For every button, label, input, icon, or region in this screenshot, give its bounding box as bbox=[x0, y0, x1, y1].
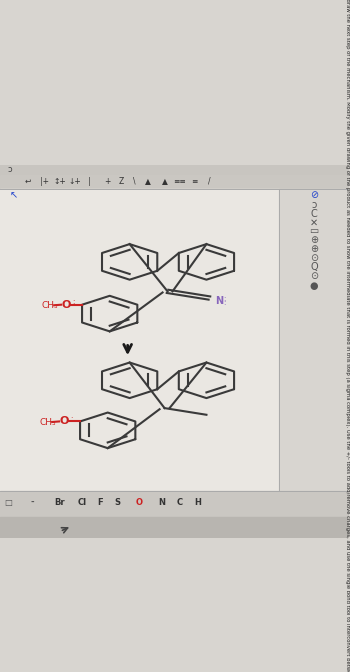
Text: /: / bbox=[208, 177, 211, 185]
Text: :: : bbox=[223, 296, 226, 302]
Text: ↄ: ↄ bbox=[312, 200, 317, 210]
Text: +: + bbox=[105, 177, 111, 185]
Text: ↄ: ↄ bbox=[8, 165, 12, 174]
Text: |+: |+ bbox=[40, 177, 49, 185]
Bar bbox=[0, 165, 349, 175]
Text: ⊙: ⊙ bbox=[310, 271, 318, 281]
Text: |: | bbox=[89, 177, 91, 185]
Text: H: H bbox=[194, 498, 201, 507]
Text: F: F bbox=[97, 498, 103, 507]
Text: O: O bbox=[60, 417, 69, 427]
Text: ⊙: ⊙ bbox=[310, 253, 318, 263]
Text: ↓+: ↓+ bbox=[68, 177, 81, 185]
Text: Add one curved arrow to draw the next step of the mechanism. Modify the given dr: Add one curved arrow to draw the next st… bbox=[344, 0, 350, 672]
Bar bbox=[0, 189, 279, 491]
Text: Br: Br bbox=[55, 498, 65, 507]
Bar bbox=[279, 189, 349, 491]
Bar bbox=[0, 517, 349, 538]
Bar bbox=[0, 491, 349, 517]
Text: ⊕: ⊕ bbox=[310, 244, 318, 254]
Text: Q: Q bbox=[310, 262, 318, 272]
Text: ⊘: ⊘ bbox=[310, 190, 318, 200]
Text: C: C bbox=[311, 208, 317, 218]
Text: S: S bbox=[115, 498, 121, 507]
Text: CH₃: CH₃ bbox=[40, 418, 56, 427]
Text: N: N bbox=[158, 498, 165, 507]
Text: ▲: ▲ bbox=[162, 177, 168, 185]
Text: ●: ● bbox=[310, 281, 318, 291]
Text: C: C bbox=[176, 498, 183, 507]
Text: :: : bbox=[70, 416, 72, 422]
Text: ▭: ▭ bbox=[309, 226, 319, 237]
Text: ≡: ≡ bbox=[191, 177, 198, 185]
Text: Z: Z bbox=[119, 177, 124, 185]
Text: ↩: ↩ bbox=[25, 177, 31, 185]
Text: -: - bbox=[30, 498, 34, 507]
Text: Cl: Cl bbox=[77, 498, 86, 507]
Text: ▲: ▲ bbox=[145, 177, 150, 185]
Text: ⊕: ⊕ bbox=[310, 235, 318, 245]
Text: ↕+: ↕+ bbox=[54, 177, 66, 185]
Text: N: N bbox=[215, 296, 223, 306]
Text: :: : bbox=[72, 300, 74, 306]
Text: CH₃: CH₃ bbox=[42, 301, 58, 310]
Text: □: □ bbox=[4, 498, 12, 507]
Text: :: : bbox=[223, 300, 226, 306]
Text: \: \ bbox=[133, 177, 136, 185]
Text: O: O bbox=[61, 300, 71, 310]
Text: O: O bbox=[136, 498, 143, 507]
Text: ✕: ✕ bbox=[310, 218, 318, 227]
Text: ↖: ↖ bbox=[10, 190, 18, 200]
Bar bbox=[0, 175, 349, 189]
Text: ≡≡: ≡≡ bbox=[173, 177, 186, 185]
